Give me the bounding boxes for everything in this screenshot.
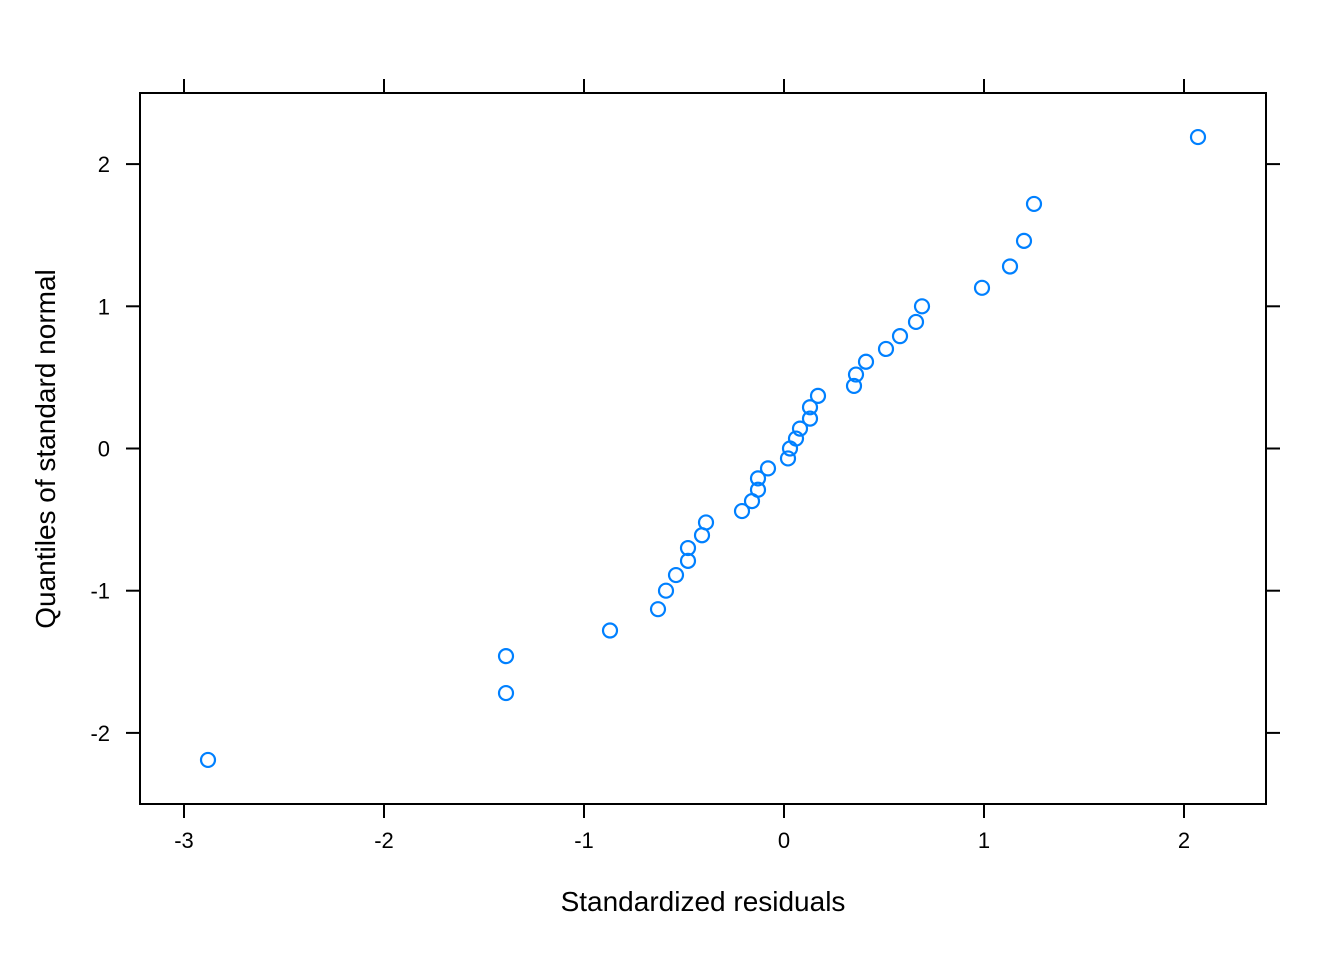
data-points [199, 128, 1207, 769]
data-point [791, 420, 809, 437]
data-point [749, 481, 767, 498]
x-tick-label: -1 [574, 828, 594, 853]
data-point [1001, 258, 1019, 275]
data-point [1025, 195, 1043, 213]
data-point [845, 377, 863, 395]
data-point [749, 470, 767, 487]
data-point [679, 552, 697, 569]
data-point [497, 684, 515, 702]
data-point [779, 450, 797, 467]
x-tick-label: 0 [778, 828, 790, 853]
y-tick-label: -2 [90, 721, 110, 746]
x-tick-label: -2 [374, 828, 394, 853]
y-tick-label: -1 [90, 579, 110, 604]
data-point [1015, 232, 1033, 249]
data-point [601, 622, 619, 639]
x-tick-label: 2 [1178, 828, 1190, 853]
data-point [847, 366, 865, 383]
data-point [907, 313, 925, 331]
y-tick-label: 1 [98, 294, 110, 319]
data-point [891, 328, 909, 345]
data-point [657, 582, 675, 599]
data-point [497, 648, 515, 665]
data-point [809, 387, 827, 404]
data-point [877, 340, 895, 358]
plot-frame [139, 92, 1267, 805]
y-axis-title: Quantiles of standard normal [30, 269, 61, 629]
data-point [667, 566, 685, 584]
data-point [733, 502, 751, 520]
data-point [801, 399, 819, 416]
data-point [1189, 128, 1207, 146]
data-point [787, 430, 805, 447]
x-axis-title: Standardized residuals [561, 886, 846, 917]
y-tick-label: 0 [98, 437, 110, 462]
data-point [857, 353, 875, 370]
axis-ticks [126, 79, 1280, 818]
data-point [649, 601, 667, 618]
y-tick-label: 2 [98, 152, 110, 177]
data-point [801, 410, 819, 427]
data-point [973, 279, 991, 296]
axis-tick-labels: -3 -2 -1 0 1 2 -2 -1 0 1 2 [90, 152, 1190, 853]
data-point [759, 460, 777, 477]
x-tick-label: -3 [174, 828, 194, 853]
data-point [697, 514, 715, 531]
x-tick-label: 1 [978, 828, 990, 853]
data-point [913, 298, 931, 315]
data-point [199, 751, 217, 769]
data-point [679, 539, 697, 557]
